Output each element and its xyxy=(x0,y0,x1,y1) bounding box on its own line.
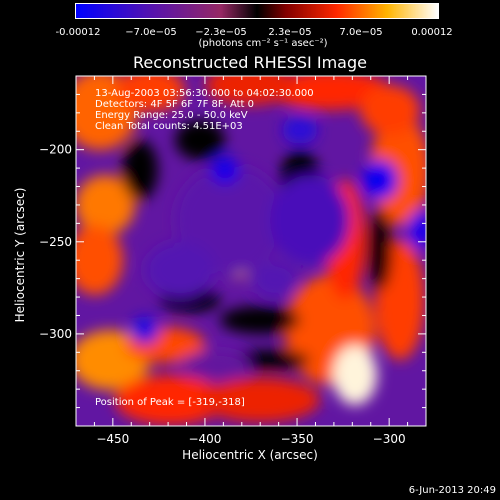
plot-frame xyxy=(75,75,427,427)
heat-blob xyxy=(145,242,215,298)
colorbar-tick-label: 2.3e−05 xyxy=(268,27,312,38)
heat-blob xyxy=(175,120,225,160)
heat-blob xyxy=(180,351,250,379)
x-tick-label: −350 xyxy=(281,432,314,446)
heat-blob xyxy=(211,156,239,184)
colorbar-tick-label: −2.3e−05 xyxy=(195,27,247,38)
heat-blob xyxy=(270,76,390,110)
heat-blob xyxy=(200,378,320,422)
heat-blob xyxy=(333,345,377,405)
annotation-time-range: 13-Aug-2003 03:56:30.000 to 04:02:30.000 xyxy=(95,88,314,99)
y-axis-label: Heliocentric Y (arcsec) xyxy=(13,187,27,323)
x-tick-label: −300 xyxy=(373,432,406,446)
annotation-energy-range: Energy Range: 25.0 - 50.0 keV xyxy=(95,110,248,121)
heat-blob xyxy=(220,306,300,334)
heat-blob xyxy=(362,160,398,200)
colorbar-unit-label: (photons cm⁻² s⁻¹ asec⁻²) xyxy=(198,38,328,49)
annotation-detectors: Detectors: 4F 5F 6F 7F 8F, Att 0 xyxy=(95,99,255,110)
colorbar xyxy=(75,3,439,19)
heat-blob xyxy=(368,210,392,290)
heat-blob xyxy=(360,85,420,135)
heat-blob xyxy=(76,175,135,235)
colorbar-tick-label: −7.0e−05 xyxy=(125,27,177,38)
colorbar-tick-label: 7.0e−05 xyxy=(339,27,383,38)
heat-blob xyxy=(408,210,426,250)
heat-blob xyxy=(253,262,297,298)
heat-blob xyxy=(115,375,225,425)
heatmap-image xyxy=(76,76,426,426)
x-tick-label: −400 xyxy=(188,432,221,446)
annotation-counts: Clean Total counts: 4.51E+03 xyxy=(95,121,243,132)
y-tick-label: −300 xyxy=(39,327,72,341)
chart-title: Reconstructed RHESSI Image xyxy=(133,53,367,72)
heat-blob xyxy=(122,140,158,200)
heat-blob xyxy=(282,116,318,144)
colorbar-tick-label: 0.00012 xyxy=(411,27,453,38)
x-tick-label: −450 xyxy=(96,432,129,446)
timestamp: 6-Jun-2013 20:49 xyxy=(408,485,496,496)
x-axis-label: Heliocentric X (arcsec) xyxy=(182,448,318,462)
y-tick-label: −250 xyxy=(39,235,72,249)
heat-blob xyxy=(131,316,159,344)
heat-blob xyxy=(76,225,123,295)
peak-position-label: Position of Peak = [-319,-318] xyxy=(95,397,245,408)
colorbar-tick-label: -0.00012 xyxy=(55,27,101,38)
heat-blob xyxy=(270,175,350,265)
axes: −450 −400 −350 −300 −200 −250 −300 xyxy=(39,75,427,446)
y-tick-label: −200 xyxy=(39,143,72,157)
heat-blob xyxy=(175,165,285,275)
heat-blob xyxy=(205,76,295,105)
heat-blob xyxy=(115,76,185,112)
